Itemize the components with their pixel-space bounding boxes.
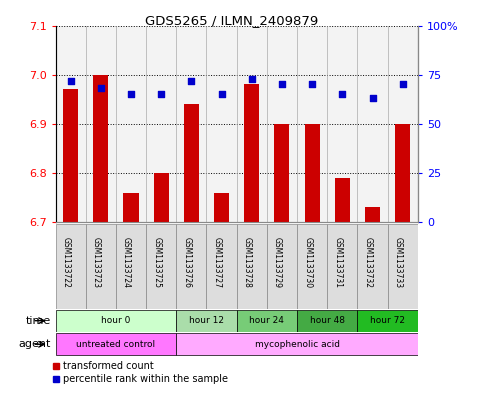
Bar bbox=[267, 224, 297, 309]
Bar bbox=[116, 26, 146, 222]
Point bbox=[67, 77, 74, 84]
Bar bbox=[388, 224, 418, 309]
Text: GSM1133726: GSM1133726 bbox=[183, 237, 191, 288]
Bar bbox=[267, 26, 297, 222]
Bar bbox=[176, 26, 207, 222]
Bar bbox=[388, 26, 418, 222]
Text: hour 24: hour 24 bbox=[249, 316, 284, 325]
Text: GSM1133730: GSM1133730 bbox=[303, 237, 312, 288]
Text: time: time bbox=[26, 316, 51, 326]
Text: GSM1133722: GSM1133722 bbox=[62, 237, 71, 288]
Bar bbox=[56, 310, 176, 332]
Bar bbox=[297, 26, 327, 222]
Bar bbox=[327, 26, 357, 222]
Bar bbox=[237, 310, 297, 332]
Bar bbox=[154, 173, 169, 222]
Text: GDS5265 / ILMN_2409879: GDS5265 / ILMN_2409879 bbox=[145, 14, 318, 27]
Bar bbox=[207, 26, 237, 222]
Bar bbox=[56, 26, 86, 222]
Bar bbox=[297, 224, 327, 309]
Bar bbox=[176, 310, 237, 332]
Bar bbox=[86, 26, 116, 222]
Text: hour 72: hour 72 bbox=[370, 316, 405, 325]
Bar bbox=[297, 310, 357, 332]
Bar bbox=[365, 207, 380, 222]
Bar bbox=[63, 90, 78, 222]
Point bbox=[339, 91, 346, 97]
Text: GSM1133729: GSM1133729 bbox=[273, 237, 282, 288]
Point bbox=[157, 91, 165, 97]
Text: hour 48: hour 48 bbox=[310, 316, 345, 325]
Point bbox=[369, 95, 376, 101]
Bar bbox=[124, 193, 139, 222]
Bar bbox=[176, 333, 418, 355]
Text: mycophenolic acid: mycophenolic acid bbox=[255, 340, 340, 349]
Bar bbox=[116, 224, 146, 309]
Bar bbox=[244, 84, 259, 222]
Text: GSM1133724: GSM1133724 bbox=[122, 237, 131, 288]
Text: agent: agent bbox=[18, 339, 51, 349]
Bar bbox=[327, 224, 357, 309]
Point bbox=[127, 91, 135, 97]
Bar bbox=[357, 224, 388, 309]
Bar bbox=[237, 224, 267, 309]
Point bbox=[308, 81, 316, 88]
Bar bbox=[305, 124, 320, 222]
Text: GSM1133725: GSM1133725 bbox=[152, 237, 161, 288]
Text: GSM1133728: GSM1133728 bbox=[243, 237, 252, 288]
Bar bbox=[395, 124, 410, 222]
Point bbox=[97, 85, 105, 92]
Bar bbox=[86, 224, 116, 309]
Point bbox=[218, 91, 226, 97]
Bar bbox=[146, 26, 176, 222]
Bar bbox=[357, 310, 418, 332]
Bar bbox=[184, 104, 199, 222]
Text: GSM1133727: GSM1133727 bbox=[213, 237, 222, 288]
Text: untreated control: untreated control bbox=[76, 340, 156, 349]
Point bbox=[399, 81, 407, 88]
Point bbox=[278, 81, 286, 88]
Bar bbox=[237, 26, 267, 222]
Bar bbox=[335, 178, 350, 222]
Bar bbox=[357, 26, 388, 222]
Text: GSM1133732: GSM1133732 bbox=[364, 237, 372, 288]
Bar bbox=[274, 124, 289, 222]
Text: hour 0: hour 0 bbox=[101, 316, 130, 325]
Bar bbox=[214, 193, 229, 222]
Bar bbox=[146, 224, 176, 309]
Bar bbox=[207, 224, 237, 309]
Bar bbox=[56, 333, 176, 355]
Bar bbox=[93, 75, 108, 222]
Text: GSM1133723: GSM1133723 bbox=[92, 237, 101, 288]
Text: GSM1133731: GSM1133731 bbox=[333, 237, 342, 288]
Text: GSM1133733: GSM1133733 bbox=[394, 237, 403, 288]
Text: hour 12: hour 12 bbox=[189, 316, 224, 325]
Point bbox=[248, 75, 256, 82]
Legend: transformed count, percentile rank within the sample: transformed count, percentile rank withi… bbox=[48, 358, 232, 388]
Bar bbox=[176, 224, 207, 309]
Point bbox=[187, 77, 195, 84]
Bar bbox=[56, 224, 86, 309]
